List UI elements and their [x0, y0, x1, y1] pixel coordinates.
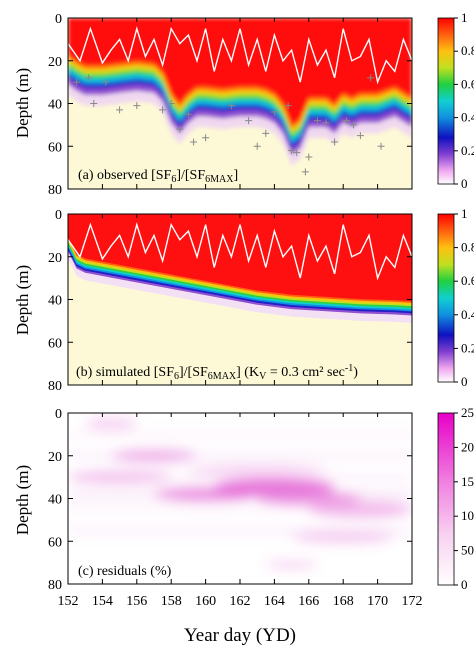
sample-point-marker [133, 102, 141, 110]
panel-c-ylabel: Depth (m) [13, 465, 32, 535]
sample-point-marker [202, 134, 210, 142]
sample-point-marker [262, 129, 270, 137]
sample-point-marker [301, 168, 309, 176]
sample-point-marker [356, 132, 364, 140]
colorbar-tick-label: 50 [461, 543, 474, 558]
y-tick-label: 20 [48, 55, 62, 70]
sample-point-marker [176, 125, 184, 133]
residual-streak [68, 491, 412, 498]
y-tick-label: 40 [48, 493, 62, 508]
sample-point-marker [90, 100, 98, 107]
sample-point-marker [85, 74, 93, 82]
colorbar-tick-label: 100 [461, 508, 474, 523]
residual-streak [68, 506, 412, 513]
colorbar-tick-label: 0.6 [461, 273, 474, 288]
mixed-layer-line [68, 26, 412, 85]
colorbar-tick-label: 0.8 [461, 240, 474, 255]
sample-point-marker [367, 74, 375, 82]
x-tick-label: 154 [92, 594, 113, 609]
y-tick-label: 60 [48, 336, 62, 351]
sample-point-marker [159, 106, 167, 114]
y-tick-label: 80 [48, 379, 62, 394]
sample-point-marker [253, 142, 261, 150]
sample-point-marker [288, 147, 296, 155]
colorbar-tick-label: 1 [461, 206, 468, 221]
sample-point-marker [284, 102, 292, 110]
y-tick-label: 60 [48, 140, 62, 155]
y-tick-label: 60 [48, 535, 62, 550]
x-tick-label: 164 [264, 594, 285, 609]
x-tick-label: 170 [367, 594, 388, 609]
colorbar-tick-label: 0 [461, 176, 468, 191]
colorbar-c [437, 412, 455, 586]
x-tick-label: 152 [58, 594, 79, 609]
panel-a-ylabel: Depth (m) [13, 68, 32, 138]
sample-point-marker [245, 117, 253, 125]
colorbar-tick-label: 200 [461, 439, 474, 454]
x-tick-label: 158 [161, 594, 182, 609]
x-tick-label: 160 [195, 594, 216, 609]
sample-point-marker [270, 108, 278, 116]
x-tick-label: 156 [126, 594, 147, 609]
y-tick-label: 40 [48, 98, 62, 113]
panel-b [68, 214, 412, 385]
residual-streak [68, 473, 412, 481]
mixed-layer-line [68, 222, 412, 281]
y-tick-label: 20 [48, 450, 62, 465]
colorbar-tick-label: 150 [461, 474, 474, 489]
sample-point-marker [350, 121, 358, 129]
colorbar-tick-label: 0.8 [461, 43, 474, 58]
y-tick-label: 40 [48, 294, 62, 309]
colorbar-tick-label: 250 [461, 405, 474, 420]
residual-blob [265, 561, 318, 568]
colorbar-b [437, 213, 455, 383]
colorbar-tick-label: 0.4 [461, 307, 474, 322]
panel-c-annotation: (c) residuals (%) [78, 564, 172, 579]
x-tick-label: 162 [230, 594, 251, 609]
y-tick-label: 0 [55, 407, 62, 422]
y-tick-label: 0 [55, 12, 62, 27]
colorbar-tick-label: 0.6 [461, 76, 474, 91]
sample-point-marker [227, 102, 235, 110]
panel-b-annotation: (b) simulated [SF6]/[SF6MAX] (KV = 0.3 c… [76, 363, 358, 382]
colorbar-tick-label: 0.2 [461, 340, 474, 355]
sample-point-marker [305, 153, 313, 161]
field-contour [68, 18, 412, 125]
colorbar-tick-label: 0 [461, 577, 468, 592]
sample-point-marker [73, 78, 81, 86]
sample-point-marker [184, 110, 192, 118]
y-tick-label: 80 [48, 578, 62, 593]
colorbar-tick-label: 0 [461, 374, 468, 389]
sample-point-marker [190, 138, 198, 146]
colorbar-tick-label: 1 [461, 10, 468, 25]
sample-point-marker [102, 78, 110, 86]
colorbar-tick-label: 0.2 [461, 143, 474, 158]
sample-point-marker [116, 106, 124, 114]
sample-point-marker [293, 149, 301, 157]
colorbar-a [437, 17, 455, 185]
panel-c [68, 413, 412, 584]
residual-streak [68, 452, 412, 459]
x-tick-label: 172 [402, 594, 423, 609]
residual-streak [68, 431, 412, 438]
panel-a-annotation: (a) observed [SF6]/[SF6MAX] [78, 168, 238, 185]
x-tick-label: 168 [333, 594, 354, 609]
sample-point-marker [377, 142, 385, 150]
sample-point-marker [313, 117, 321, 125]
x-tick-label: 166 [298, 594, 319, 609]
x-axis-label: Year day (YD) [184, 625, 296, 646]
colorbar-tick-label: 0.4 [461, 110, 474, 125]
residual-blob [85, 417, 137, 431]
panel-b-ylabel: Depth (m) [13, 265, 32, 335]
y-tick-label: 20 [48, 251, 62, 266]
y-tick-label: 80 [48, 183, 62, 198]
sample-point-marker [167, 100, 175, 107]
residual-streak [68, 527, 412, 534]
sample-point-marker [331, 138, 339, 146]
panel-a [68, 18, 412, 189]
sample-point-marker [343, 117, 351, 125]
y-tick-label: 0 [55, 208, 62, 223]
sample-point-marker [322, 119, 330, 127]
